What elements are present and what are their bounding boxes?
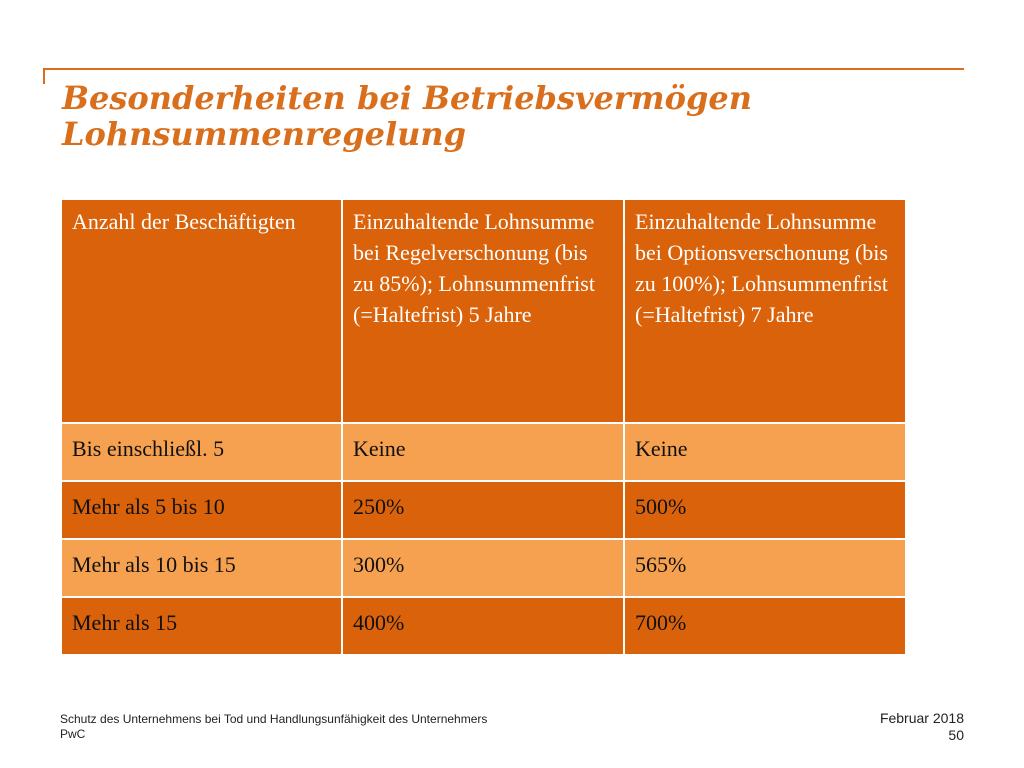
table-cell: Bis einschließl. 5 [60,422,343,482]
slide-title-line2: Lohnsummenregelung [62,115,467,153]
table-cell: 700% [623,596,907,656]
table-cell: Mehr als 5 bis 10 [60,480,343,540]
page-number: 50 [948,727,964,743]
header-cell: Einzuhaltende Lohnsumme bei Regelverscho… [341,198,625,424]
table-cell: Keine [341,422,625,482]
lohnsummen-table: Anzahl der Beschäftigten Einzuhaltende L… [60,198,907,656]
header-cell: Anzahl der Beschäftigten [60,198,343,424]
footer-left: Schutz des Unternehmens bei Tod und Hand… [60,712,487,742]
table-row: Mehr als 10 bis 15 300% 565% [60,538,907,598]
table-cell: 300% [341,538,625,598]
header-cell: Einzuhaltende Lohnsumme bei Optionsversc… [623,198,907,424]
table-cell: Mehr als 15 [60,596,343,656]
slide-title-line1: Besonderheiten bei Betriebsvermögen [62,79,752,117]
top-rule [43,68,964,70]
footer-brand: PwC [60,727,86,741]
table-cell: 400% [341,596,625,656]
table-cell: Mehr als 10 bis 15 [60,538,343,598]
table-header-row: Anzahl der Beschäftigten Einzuhaltende L… [60,198,907,424]
top-rule-tick [43,68,45,84]
footer-subject: Schutz des Unternehmens bei Tod und Hand… [60,712,488,726]
table-cell: 500% [623,480,907,540]
slide-title: Besonderheiten bei Betriebsvermögen Lohn… [62,80,962,152]
footer-right: Februar 2018 50 [880,710,964,744]
table-row: Mehr als 5 bis 10 250% 500% [60,480,907,540]
table-cell: 250% [341,480,625,540]
table-cell: 565% [623,538,907,598]
table-cell: Keine [623,422,907,482]
table-row: Bis einschließl. 5 Keine Keine [60,422,907,482]
table-row: Mehr als 15 400% 700% [60,596,907,656]
footer-date: Februar 2018 [879,710,964,726]
